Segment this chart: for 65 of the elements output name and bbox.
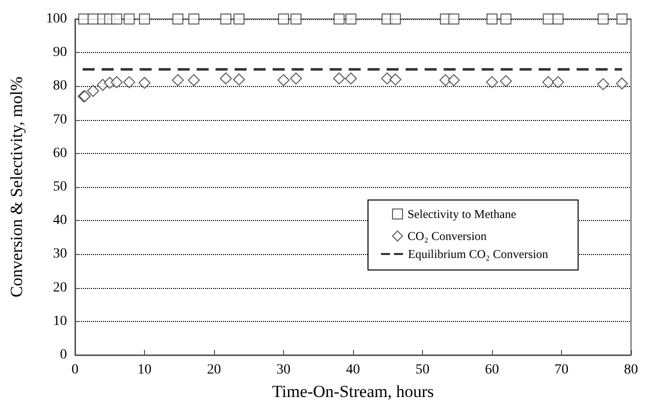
point — [290, 72, 302, 84]
y-tick-label: 50 — [53, 180, 67, 194]
point — [598, 14, 609, 24]
point — [486, 76, 498, 88]
y-tick-label: 100 — [46, 12, 67, 26]
x-tick-label: 20 — [207, 362, 221, 378]
point — [448, 74, 460, 86]
point — [233, 73, 246, 86]
y-tick-label: 60 — [53, 146, 67, 161]
point — [278, 74, 290, 86]
point — [500, 14, 512, 24]
legend-label: CO₂ Conversion — [408, 229, 487, 243]
point — [344, 72, 357, 84]
y-tick-label: 80 — [53, 78, 67, 94]
point — [172, 14, 184, 24]
x-tick-label: 70 — [554, 362, 568, 378]
point — [500, 75, 512, 88]
point — [220, 14, 232, 24]
point — [111, 14, 122, 24]
point — [334, 14, 345, 24]
point — [597, 78, 610, 90]
x-axis-title: Time-On-Stream, hours — [272, 382, 434, 401]
point — [381, 72, 394, 84]
point — [616, 78, 628, 90]
y-tick-label: 70 — [53, 112, 67, 128]
x-tick-label: 80 — [624, 362, 638, 378]
point — [333, 72, 346, 84]
point — [390, 14, 401, 24]
legend-label: Selectivity to Methane — [408, 207, 516, 221]
point — [389, 73, 402, 86]
point — [110, 76, 123, 88]
point — [552, 76, 564, 88]
x-tick-label: 0 — [72, 362, 78, 378]
point — [290, 14, 302, 24]
point — [486, 14, 498, 24]
point — [88, 14, 99, 24]
point — [138, 76, 150, 89]
point — [552, 14, 564, 24]
legend-label: Equilibrium CO₂ Conversion — [408, 247, 548, 261]
y-tick-label: 30 — [53, 246, 67, 262]
point — [542, 76, 554, 88]
point — [139, 14, 150, 24]
point — [188, 74, 200, 86]
point — [278, 14, 289, 24]
x-tick-label: 60 — [485, 362, 499, 378]
x-tick-label: 30 — [276, 362, 290, 378]
x-tick-label: 50 — [416, 362, 430, 378]
point — [188, 14, 200, 24]
x-tick-label: 40 — [346, 362, 360, 378]
point — [123, 76, 136, 88]
y-tick-label: 0 — [60, 348, 67, 362]
y-axis-title: Conversion & Selectivity, mol% — [7, 76, 26, 298]
point — [616, 14, 628, 24]
point — [234, 14, 245, 24]
y-tick-label: 10 — [53, 314, 67, 329]
point — [87, 84, 100, 97]
point — [345, 14, 356, 24]
y-tick-label: 40 — [53, 213, 67, 228]
y-tick-label: 20 — [53, 280, 67, 296]
y-tick-label: 90 — [53, 45, 67, 60]
point — [220, 72, 232, 84]
point — [124, 14, 135, 24]
point — [448, 14, 460, 24]
point — [172, 74, 184, 86]
x-tick-label: 10 — [138, 362, 152, 378]
